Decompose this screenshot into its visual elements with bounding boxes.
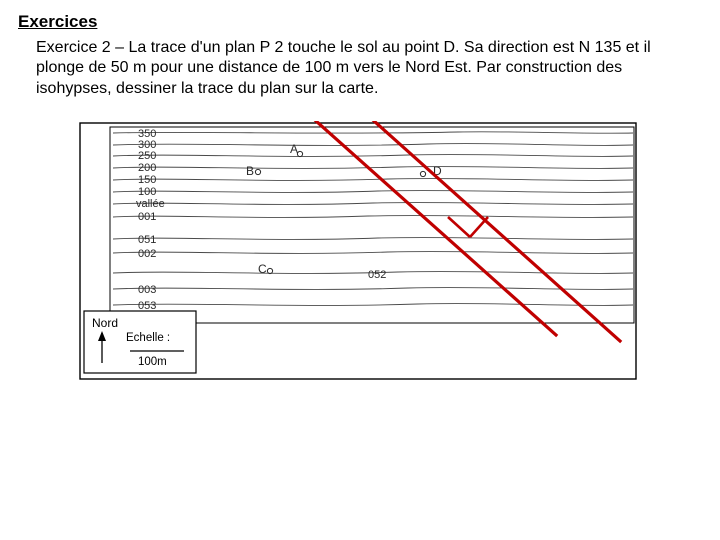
- svg-text:003: 003: [138, 284, 156, 296]
- svg-text:Nord: Nord: [92, 316, 118, 330]
- svg-text:A: A: [290, 142, 298, 156]
- svg-text:200: 200: [138, 162, 156, 174]
- svg-text:150: 150: [138, 174, 156, 186]
- svg-text:B: B: [246, 164, 254, 178]
- svg-text:002: 002: [138, 248, 156, 260]
- svg-text:vallée: vallée: [136, 198, 165, 210]
- map-figure: 350300250200150100vallée0010510020520030…: [78, 121, 638, 381]
- exercise-paragraph: Exercice 2 – La trace d'un plan P 2 touc…: [36, 38, 692, 99]
- svg-text:Echelle :: Echelle :: [126, 332, 170, 344]
- svg-text:053: 053: [138, 300, 156, 312]
- svg-text:051: 051: [138, 234, 156, 246]
- topographic-map-svg: 350300250200150100vallée0010510020520030…: [78, 121, 638, 381]
- svg-text:052: 052: [368, 269, 386, 281]
- svg-text:100: 100: [138, 186, 156, 198]
- svg-text:100m: 100m: [138, 356, 167, 368]
- svg-text:250: 250: [138, 150, 156, 162]
- svg-text:C: C: [258, 262, 267, 276]
- exercises-heading: Exercices: [18, 12, 702, 32]
- svg-text:001: 001: [138, 211, 156, 223]
